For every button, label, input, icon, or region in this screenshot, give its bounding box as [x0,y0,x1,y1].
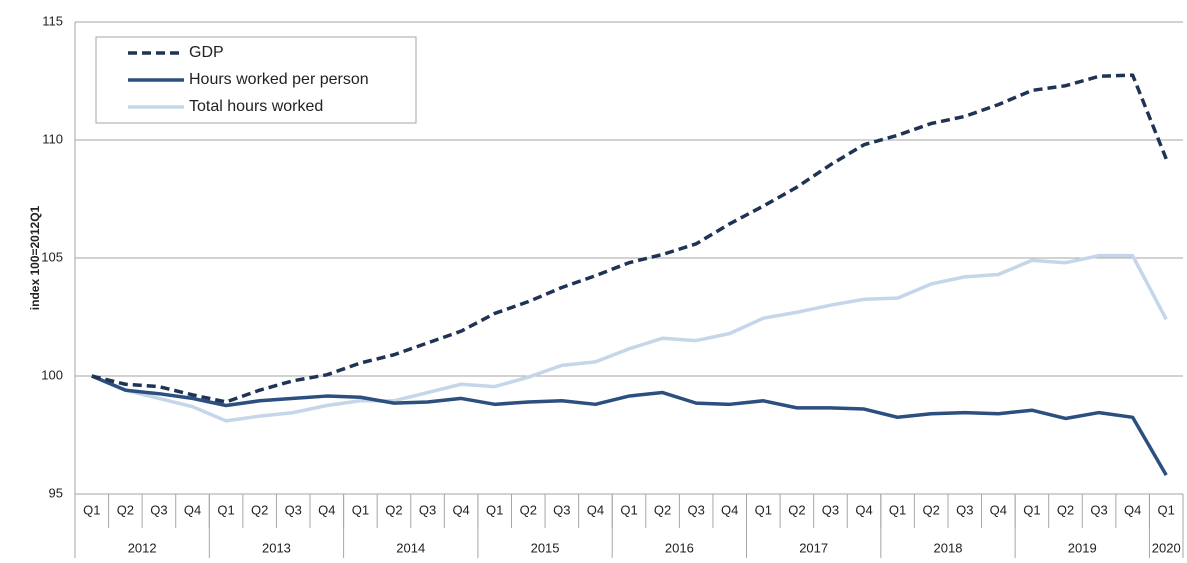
y-tick-label: 110 [42,131,63,146]
x-tick-label: Q3 [419,502,436,517]
x-group-label: 2015 [531,540,560,555]
x-tick-label: Q3 [822,502,839,517]
x-tick-label: Q1 [1023,502,1040,517]
series-line [91,73,1168,404]
x-tick-label: Q1 [486,502,503,517]
x-tick-label: Q1 [83,502,100,517]
y-tick-label: 100 [41,367,63,382]
y-tick-label: 115 [42,13,63,28]
x-tick-label: Q4 [318,502,335,517]
series-line [91,374,1168,476]
x-tick-label: Q4 [1124,502,1141,517]
x-group-label: 2020 [1152,540,1181,555]
y-axis-label: index 100=2012Q1 [28,205,42,310]
x-tick-label: Q4 [587,502,604,517]
x-tick-label: Q1 [1158,502,1175,517]
legend-label: GDP [189,44,224,61]
x-tick-label: Q3 [150,502,167,517]
x-tick-label: Q1 [217,502,234,517]
x-group-label: 2013 [262,540,291,555]
x-tick-label: Q2 [385,502,402,517]
x-group-label: 2019 [1068,540,1097,555]
x-tick-label: Q2 [117,502,134,517]
x-tick-label: Q4 [855,502,872,517]
x-tick-label: Q3 [687,502,704,517]
x-tick-label: Q4 [721,502,738,517]
x-group-label: 2017 [799,540,828,555]
x-tick-label: Q1 [889,502,906,517]
x-tick-label: Q1 [620,502,637,517]
x-tick-label: Q4 [452,502,469,517]
x-tick-label: Q2 [1057,502,1074,517]
x-tick-label: Q1 [352,502,369,517]
x-group-label: 2012 [128,540,157,555]
x-group-label: 2016 [665,540,694,555]
x-tick-label: Q3 [1090,502,1107,517]
x-tick-label: Q2 [520,502,537,517]
legend-label: Hours worked per person [189,71,369,88]
x-tick-label: Q3 [285,502,302,517]
series-line [91,253,1168,423]
x-tick-label: Q1 [755,502,772,517]
y-tick-label: 95 [49,485,63,500]
x-tick-label: Q3 [956,502,973,517]
x-tick-label: Q2 [654,502,671,517]
x-tick-label: Q2 [923,502,940,517]
x-group-label: 2018 [934,540,963,555]
x-tick-label: Q2 [251,502,268,517]
x-group-label: 2014 [396,540,425,555]
legend-label: Total hours worked [189,98,323,115]
x-tick-label: Q3 [553,502,570,517]
x-tick-label: Q2 [788,502,805,517]
y-tick-label: 105 [41,249,63,264]
x-tick-label: Q4 [184,502,201,517]
x-tick-label: Q4 [990,502,1007,517]
